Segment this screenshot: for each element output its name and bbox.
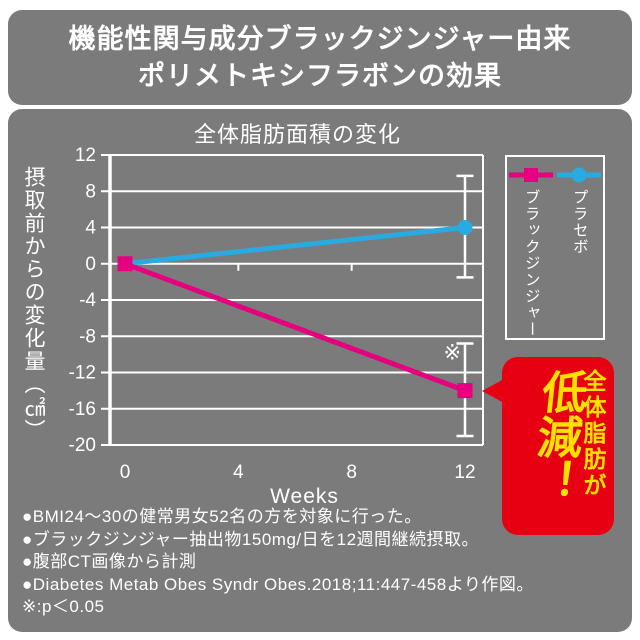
svg-text:12: 12 [454, 462, 475, 483]
legend-item-black-ginger: ブラックジンジャー [507, 157, 555, 338]
header-panel: 機能性関与成分ブラックジンジャー由来 ポリメトキシフラボンの効果 [8, 10, 632, 105]
legend-item-placebo: プラセボ [555, 157, 603, 338]
footnote-line: ●腹部CT画像から計測 [22, 552, 197, 571]
svg-text:8: 8 [85, 181, 96, 202]
footnote-line: ●BMI24〜30の健常男女52名の方を対象に行った。 [22, 507, 422, 526]
footnote-line: ※:p＜0.05 [22, 597, 105, 616]
page-title-line1: 機能性関与成分ブラックジンジャー由来 [68, 23, 572, 54]
black-ginger-square-marker-icon [509, 168, 553, 182]
svg-text:Weeks: Weeks [270, 485, 339, 508]
callout-maintext: 低減！ [523, 369, 590, 504]
page-title-line2: ポリメトキシフラボンの効果 [138, 60, 502, 91]
svg-text:-12: -12 [69, 363, 96, 384]
svg-text:0: 0 [120, 462, 131, 483]
chart-svg: 12 8 4 0 -4 -8 -12 -16 -20 0 4 8 12 Weeks ※ [69, 145, 484, 508]
legend-label-black-ginger: ブラックジンジャー [522, 189, 540, 338]
footnotes: ●BMI24〜30の健常男女52名の方を対象に行った。 ●ブラックジンジャー抽出… [22, 506, 534, 619]
svg-text:8: 8 [346, 462, 357, 483]
svg-text:0: 0 [85, 254, 96, 275]
svg-text:-4: -4 [79, 290, 96, 311]
svg-text:12: 12 [75, 145, 96, 166]
svg-text:-20: -20 [69, 435, 96, 456]
chart-title: 全体脂肪面積の変化 [193, 122, 401, 147]
svg-text:-16: -16 [69, 399, 96, 420]
svg-text:-8: -8 [79, 326, 96, 347]
callout-arrow-icon [482, 379, 504, 403]
footnote-line: ●ブラックジンジャー抽出物150mg/日を12週間継続摂取。 [22, 529, 480, 549]
fat-reduction-callout: 全体脂肪が 低減！ [502, 357, 614, 535]
chart-legend: ブラックジンジャー プラセボ [505, 155, 605, 340]
svg-text:※: ※ [443, 342, 461, 365]
placebo-circle-marker-icon [557, 167, 601, 183]
y-axis-title: 摂取前からの変化量（㎠） [22, 166, 45, 442]
footnote-line: ●Diabetes Metab Obes Syndr Obes.2018;11:… [22, 574, 534, 594]
legend-label-placebo: プラセボ [570, 189, 588, 255]
svg-text:4: 4 [85, 218, 96, 239]
svg-text:4: 4 [233, 462, 244, 483]
callout-body: 全体脂肪が 低減！ [502, 357, 614, 535]
callout-subtext: 全体脂肪が [580, 369, 606, 499]
